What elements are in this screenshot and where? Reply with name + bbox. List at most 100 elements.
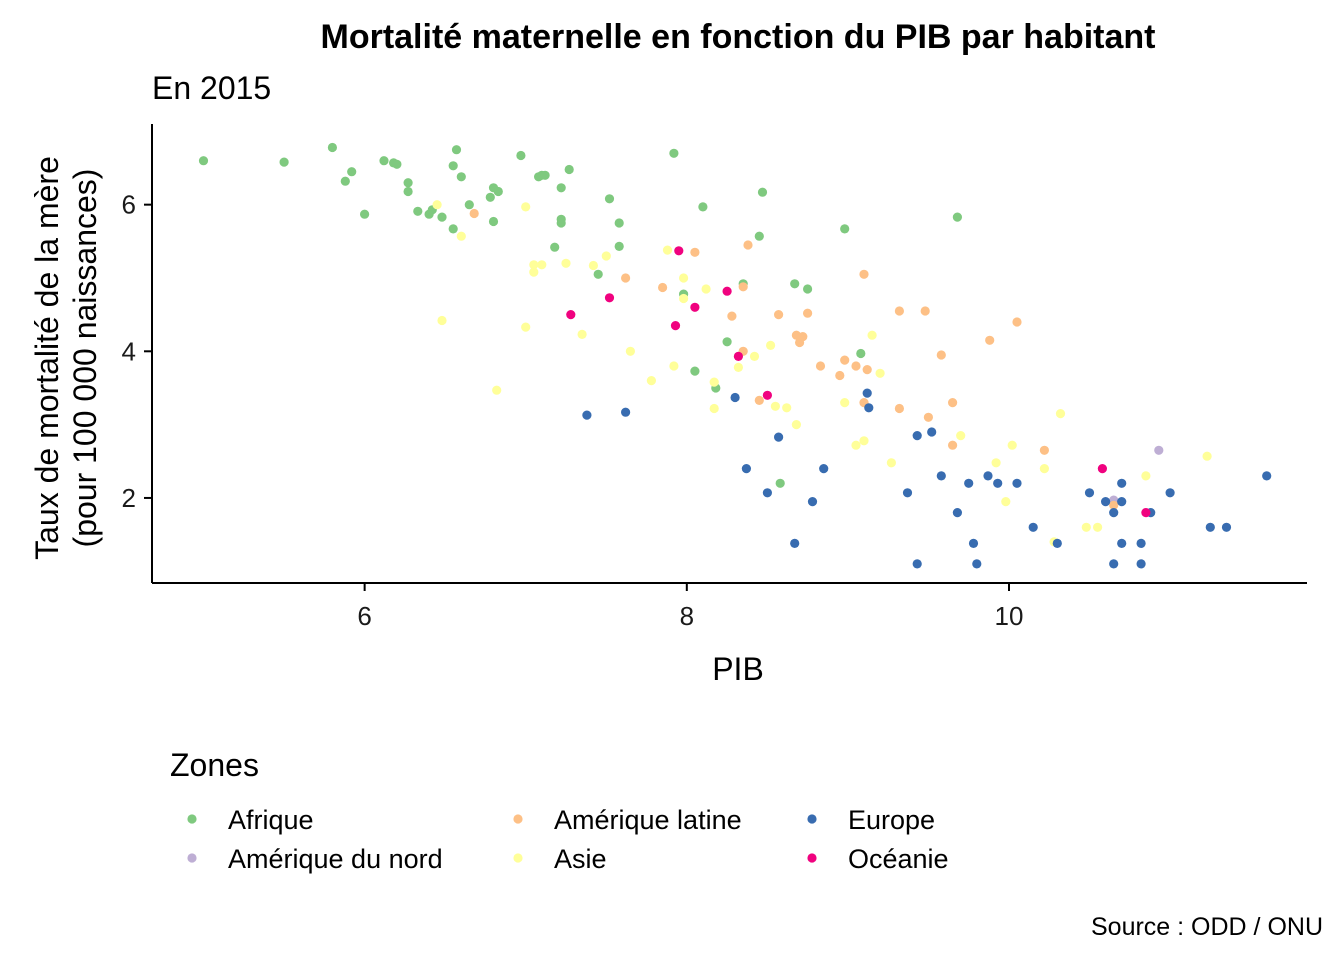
data-point xyxy=(775,478,785,488)
data-point xyxy=(413,206,423,216)
data-point xyxy=(379,156,389,166)
y-tick-label: 2 xyxy=(122,483,136,513)
x-axis-ticks: 6 8 10 xyxy=(357,583,1023,631)
data-point xyxy=(658,282,668,293)
x-tick-label: 10 xyxy=(995,601,1024,631)
data-point xyxy=(456,172,466,182)
legend-marker xyxy=(807,853,817,863)
data-point xyxy=(437,212,447,222)
data-point xyxy=(738,282,748,292)
y-axis-title-line1: Taux de mortalité de la mère xyxy=(29,156,65,560)
data-point xyxy=(964,478,974,488)
data-point xyxy=(864,403,874,413)
data-point xyxy=(403,178,413,188)
data-point xyxy=(862,365,872,375)
data-point xyxy=(835,370,845,381)
legend-label: Amérique latine xyxy=(554,805,742,835)
data-point xyxy=(432,200,442,210)
data-point xyxy=(894,403,905,414)
data-point xyxy=(952,212,963,222)
data-point xyxy=(1039,445,1049,455)
data-point xyxy=(674,246,684,256)
data-point xyxy=(601,251,611,261)
data-point xyxy=(492,385,502,395)
data-point xyxy=(451,145,462,155)
data-point xyxy=(948,440,958,450)
data-point xyxy=(875,368,885,378)
y-axis-title: Taux de mortalité de la mère (pour 100 0… xyxy=(29,156,103,560)
data-point xyxy=(493,186,503,197)
data-point xyxy=(912,431,922,441)
data-point xyxy=(485,192,495,202)
data-point xyxy=(577,329,587,339)
data-point xyxy=(840,224,850,234)
data-point xyxy=(604,194,615,204)
data-point xyxy=(1221,522,1232,532)
legend-item: Europe xyxy=(807,805,935,835)
data-point xyxy=(968,538,979,549)
data-point xyxy=(1039,464,1049,474)
data-point xyxy=(722,337,732,347)
data-point xyxy=(774,432,784,442)
y-tick-label: 6 xyxy=(122,190,136,220)
data-point xyxy=(537,260,547,270)
data-point xyxy=(662,245,673,255)
data-point xyxy=(437,315,447,326)
data-point xyxy=(952,507,963,518)
data-point xyxy=(556,183,566,193)
data-point xyxy=(1136,538,1146,549)
data-point xyxy=(851,440,861,450)
data-point xyxy=(669,148,679,158)
data-point xyxy=(886,458,897,468)
data-point xyxy=(807,497,818,507)
data-point xyxy=(894,306,905,316)
data-point xyxy=(670,321,681,331)
data-point xyxy=(488,216,499,227)
data-point xyxy=(403,186,413,197)
legend-item: Océanie xyxy=(807,844,949,874)
data-point xyxy=(722,286,732,296)
data-point xyxy=(927,427,937,437)
data-point xyxy=(727,311,737,321)
data-point xyxy=(803,308,813,318)
legend: Afrique Amérique du nord Amérique latine As… xyxy=(187,805,949,874)
data-point xyxy=(1084,488,1095,498)
data-point xyxy=(698,202,708,212)
data-point xyxy=(709,403,719,414)
data-point xyxy=(733,362,744,372)
data-point xyxy=(340,176,350,186)
chart-title: Mortalité maternelle en fonction du PIB … xyxy=(321,18,1156,56)
data-point xyxy=(733,351,744,361)
data-point xyxy=(347,167,357,177)
data-point xyxy=(564,164,574,175)
data-point xyxy=(749,351,760,361)
data-point xyxy=(529,260,539,270)
data-point xyxy=(614,241,624,251)
y-axis-title-line2: (pour 100 000 naissances) xyxy=(67,169,103,548)
data-point xyxy=(819,464,829,474)
data-point xyxy=(469,208,479,219)
data-point xyxy=(993,478,1003,488)
data-point xyxy=(956,431,966,441)
data-point xyxy=(1202,451,1212,461)
data-point xyxy=(1141,471,1151,481)
legend-title: Zones xyxy=(170,747,259,783)
data-point xyxy=(582,410,592,420)
data-point xyxy=(709,377,719,387)
data-point xyxy=(1205,522,1215,532)
data-point xyxy=(1117,538,1127,549)
data-point xyxy=(867,330,877,340)
data-point xyxy=(690,366,700,376)
data-point xyxy=(614,218,624,228)
data-point xyxy=(862,388,872,398)
legend-item: Amérique latine xyxy=(513,805,742,835)
legend-item: Amérique du nord xyxy=(187,844,443,874)
data-point xyxy=(840,355,850,365)
x-tick-label: 8 xyxy=(680,601,694,631)
data-point xyxy=(770,401,781,411)
data-point xyxy=(902,488,913,498)
data-point xyxy=(588,260,599,271)
data-point xyxy=(1141,507,1151,518)
chart-caption: Source : ODD / ONU xyxy=(1091,913,1323,941)
data-point xyxy=(790,538,800,549)
